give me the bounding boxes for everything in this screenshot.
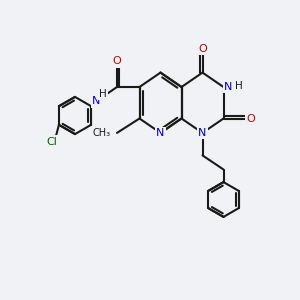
Text: O: O — [198, 44, 207, 54]
Text: N: N — [92, 96, 100, 106]
Text: H: H — [99, 89, 106, 99]
Text: N: N — [198, 128, 207, 138]
Text: N: N — [224, 82, 232, 92]
Text: O: O — [112, 56, 122, 67]
Text: H: H — [235, 81, 242, 91]
Text: Cl: Cl — [46, 136, 57, 147]
Text: O: O — [246, 113, 255, 124]
Text: CH₃: CH₃ — [93, 128, 111, 138]
Text: N: N — [156, 128, 165, 138]
